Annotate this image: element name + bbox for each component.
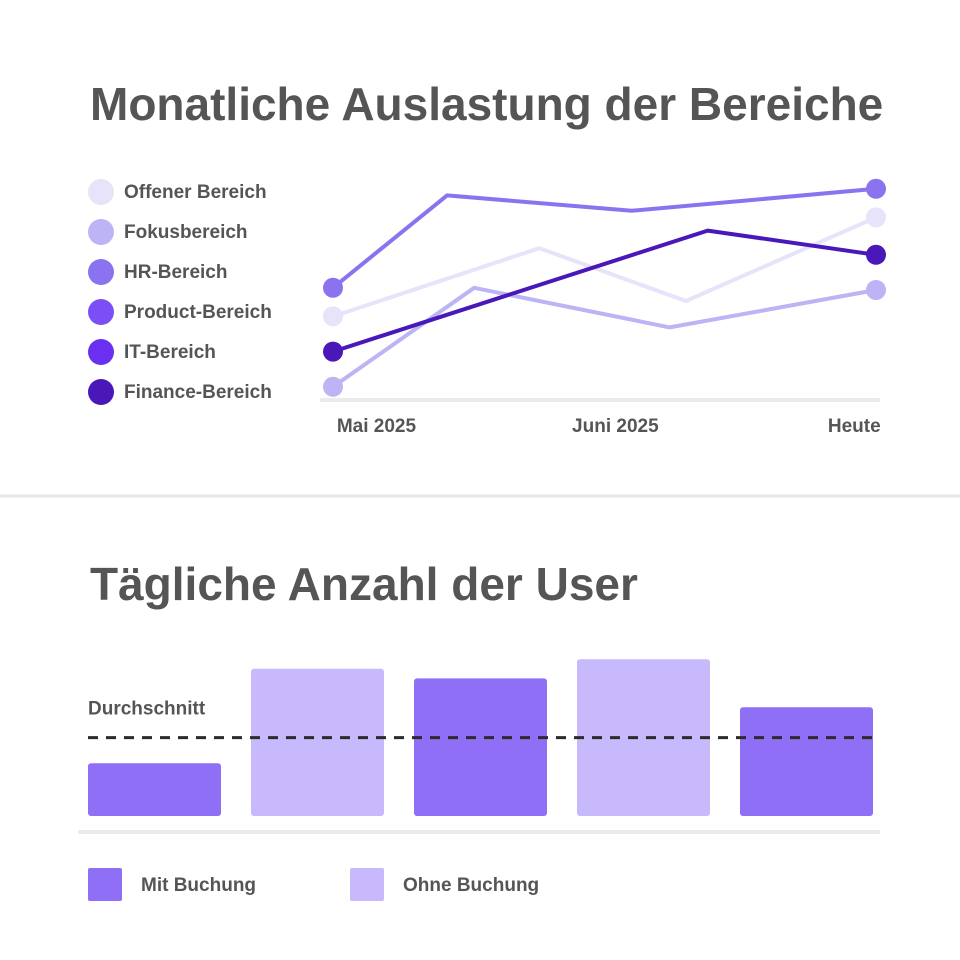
bar (740, 707, 873, 816)
point (866, 244, 886, 265)
x-tick-label: Juni 2025 (572, 416, 659, 437)
legend-label: Offener Bereich (124, 182, 267, 203)
legend-swatch (88, 179, 114, 205)
chart-title: Monatliche Auslastung der Bereiche (90, 78, 883, 130)
legend-swatch (350, 868, 384, 901)
point (866, 207, 886, 228)
legend-swatch (88, 379, 114, 405)
bar (251, 668, 384, 816)
point (323, 376, 343, 397)
series-line (331, 285, 877, 389)
legend-label: IT-Bereich (124, 342, 216, 363)
legend-label: HR-Bereich (124, 262, 227, 283)
point (866, 280, 886, 300)
series-line (332, 228, 877, 354)
chart-title: Tägliche Anzahl der User (90, 558, 638, 610)
average-label: Durchschnitt (88, 699, 206, 720)
legend-swatch (88, 259, 114, 285)
point (323, 277, 343, 298)
series-line (331, 186, 877, 290)
x-tick-label: Mai 2025 (337, 416, 417, 437)
point (323, 341, 343, 362)
legend-swatch (88, 339, 114, 365)
x-tick-label: Heute (828, 416, 881, 437)
bar (577, 659, 710, 816)
legend-label: Product-Bereich (124, 302, 272, 323)
legend-swatch (88, 219, 114, 245)
legend-swatch (88, 299, 114, 325)
series-line (332, 215, 877, 319)
point (323, 306, 343, 327)
legend-label: Finance-Bereich (124, 382, 272, 403)
legend-label: Mit Buchung (141, 875, 256, 896)
bar (414, 678, 547, 816)
point (866, 178, 886, 199)
bar (88, 763, 221, 816)
legend-swatch (88, 868, 122, 901)
legend-label: Ohne Buchung (403, 875, 539, 896)
legend-label: Fokusbereich (124, 222, 248, 243)
